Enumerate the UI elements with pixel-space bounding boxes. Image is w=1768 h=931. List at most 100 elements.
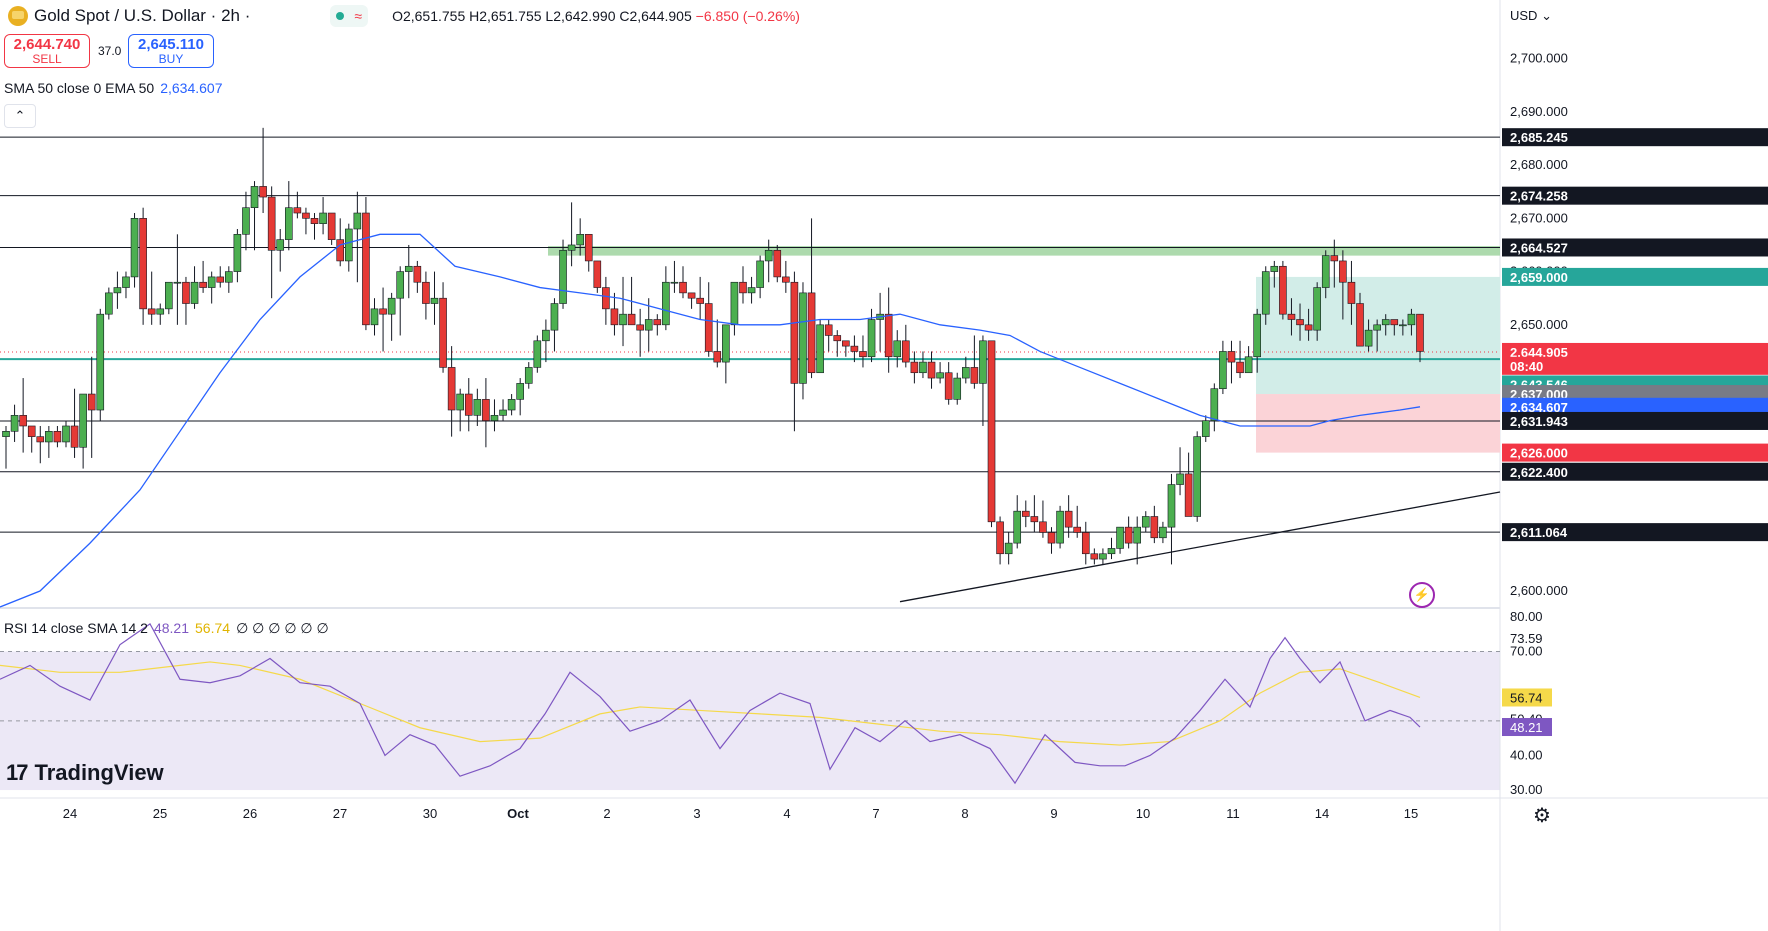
candle-down bbox=[259, 186, 267, 198]
candle-down bbox=[593, 260, 602, 288]
candle-up bbox=[516, 383, 524, 400]
buy-label: BUY bbox=[158, 52, 184, 66]
candle-up bbox=[105, 292, 113, 315]
candle-up bbox=[456, 393, 464, 411]
candle-down bbox=[996, 521, 1004, 555]
candle-up bbox=[1013, 510, 1022, 544]
time-tick-label: 27 bbox=[333, 806, 347, 821]
candle-up bbox=[96, 313, 105, 411]
ohlc-readout: O2,651.755 H2,651.755 L2,642.990 C2,644.… bbox=[392, 8, 800, 24]
candle-down bbox=[1184, 473, 1193, 517]
candle-up bbox=[276, 239, 285, 251]
chart-header: Gold Spot / U.S. Dollar · 2h · ≈ O2,651.… bbox=[0, 0, 800, 32]
time-tick-label: 2 bbox=[603, 806, 610, 821]
target-zone bbox=[1256, 276, 1500, 395]
candle-down bbox=[884, 313, 893, 358]
ema50-line bbox=[0, 233, 1421, 608]
rsi-legend[interactable]: RSI 14 close SMA 14 2 48.21 56.74 ∅ ∅ ∅ ∅ ∅… bbox=[4, 620, 329, 637]
ema-legend[interactable]: SMA 50 close 0 EMA 50 2,634.607 bbox=[4, 80, 223, 96]
candle-down bbox=[653, 319, 662, 326]
candle-down bbox=[1081, 532, 1090, 555]
candle-up bbox=[1107, 548, 1116, 555]
candle-down bbox=[842, 340, 850, 347]
candle-up bbox=[1270, 265, 1279, 272]
price-tick-label: 2,680.000 bbox=[1510, 157, 1568, 172]
candle-up bbox=[1133, 526, 1141, 544]
candle-up bbox=[1116, 526, 1124, 549]
candle-up bbox=[207, 276, 216, 288]
candle-up bbox=[1210, 388, 1219, 421]
candle-down bbox=[1356, 303, 1364, 347]
lightning-icon[interactable]: ⚡ bbox=[1409, 582, 1435, 608]
candle-up bbox=[1313, 287, 1321, 331]
rsi-legend-label: RSI 14 close SMA 14 2 bbox=[4, 620, 148, 636]
candle-up bbox=[799, 292, 807, 384]
time-tick-label: 25 bbox=[153, 806, 167, 821]
currency-select[interactable]: USD ⌄ bbox=[1506, 4, 1568, 28]
rsi-tick-label: 30.00 bbox=[1510, 782, 1543, 797]
candle-down bbox=[1279, 265, 1287, 315]
candle-down bbox=[944, 372, 953, 400]
candle-down bbox=[293, 207, 302, 214]
candle-up bbox=[10, 415, 19, 432]
candle-down bbox=[87, 393, 96, 411]
collapse-legend-button[interactable]: ⌃ bbox=[4, 104, 36, 128]
candle-up bbox=[1099, 553, 1107, 560]
ema-legend-label: SMA 50 close 0 EMA 50 bbox=[4, 80, 155, 96]
symbol-title[interactable]: Gold Spot / U.S. Dollar · 2h · bbox=[34, 6, 251, 25]
candle-up bbox=[370, 308, 379, 326]
price-tick-label: 2,690.000 bbox=[1510, 104, 1568, 119]
candle-up bbox=[225, 271, 233, 283]
price-label-text: 2,659.000 bbox=[1510, 270, 1568, 285]
candle-down bbox=[850, 345, 859, 352]
candle-down bbox=[927, 361, 936, 379]
candle-up bbox=[1219, 351, 1227, 390]
time-tick-label: 11 bbox=[1226, 806, 1240, 821]
rsi-sma-badge bbox=[1502, 688, 1552, 707]
candle-up bbox=[1373, 324, 1381, 331]
price-label-text: 2,674.258 bbox=[1510, 189, 1568, 204]
resistance-zone bbox=[548, 246, 1500, 256]
candle-up bbox=[1261, 271, 1270, 315]
sell-price: 2,644.740 bbox=[13, 36, 81, 53]
candle-up bbox=[1056, 510, 1064, 544]
candle-down bbox=[1073, 526, 1082, 533]
buy-button[interactable]: 2,645.110 BUY bbox=[128, 34, 214, 68]
price-label-badge bbox=[1502, 342, 1768, 361]
candle-down bbox=[824, 324, 833, 336]
candle-down bbox=[1304, 324, 1313, 331]
candle-down bbox=[902, 340, 910, 363]
rsi-value-badge-text: 48.21 bbox=[1510, 720, 1543, 735]
price-label-badge bbox=[1502, 523, 1768, 542]
candle-up bbox=[919, 361, 927, 374]
tradingview-logo: 17 TradingView bbox=[6, 760, 164, 786]
tradingview-wordmark: TradingView bbox=[34, 760, 164, 785]
sell-button[interactable]: 2,644.740 SELL bbox=[4, 34, 90, 68]
candle-up bbox=[507, 399, 516, 411]
candle-up bbox=[1381, 319, 1390, 326]
candle-up bbox=[1141, 516, 1150, 528]
price-label-badge bbox=[1502, 238, 1768, 257]
candle-down bbox=[267, 196, 276, 251]
candle-down bbox=[739, 281, 747, 294]
candle-up bbox=[559, 249, 567, 304]
rsi-price-label: 73.59 bbox=[1510, 631, 1543, 646]
candle-down bbox=[1021, 510, 1030, 517]
candle-down bbox=[1347, 281, 1356, 304]
rsi-tick-label: 70.00 bbox=[1510, 644, 1543, 659]
candle-down bbox=[327, 212, 336, 240]
candle-down bbox=[704, 303, 713, 352]
candle-up bbox=[576, 234, 584, 246]
candle-down bbox=[1227, 351, 1236, 363]
candle-down bbox=[987, 340, 996, 523]
candle-up bbox=[1364, 329, 1373, 347]
price-label-text: 2,611.064 bbox=[1510, 525, 1568, 540]
candle-down bbox=[439, 297, 447, 368]
candle-up bbox=[1167, 484, 1176, 528]
candle-down bbox=[790, 281, 799, 384]
gear-icon[interactable]: ⚙ bbox=[1533, 805, 1551, 827]
market-status-pill[interactable]: ≈ bbox=[330, 5, 369, 27]
candle-down bbox=[1287, 313, 1296, 320]
candle-down bbox=[310, 218, 319, 224]
